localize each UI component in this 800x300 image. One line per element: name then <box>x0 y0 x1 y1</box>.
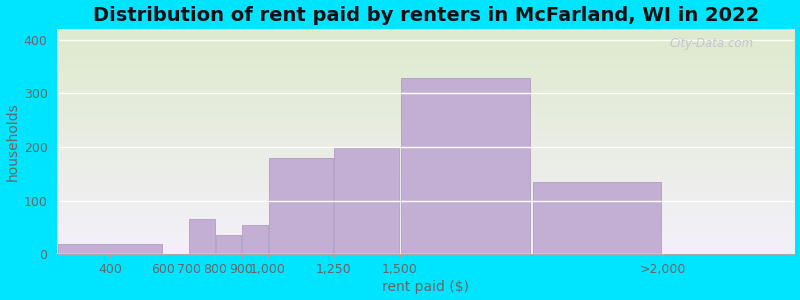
Y-axis label: households: households <box>6 102 19 181</box>
Bar <box>334 148 399 254</box>
Bar <box>190 219 215 254</box>
Bar <box>242 225 268 254</box>
Bar <box>533 182 662 254</box>
Title: Distribution of rent paid by renters in McFarland, WI in 2022: Distribution of rent paid by renters in … <box>93 6 759 25</box>
Bar <box>401 78 530 254</box>
Bar <box>58 244 162 254</box>
X-axis label: rent paid ($): rent paid ($) <box>382 280 470 294</box>
Text: City-Data.com: City-Data.com <box>669 37 754 50</box>
Bar <box>269 158 333 254</box>
Bar <box>215 236 242 254</box>
